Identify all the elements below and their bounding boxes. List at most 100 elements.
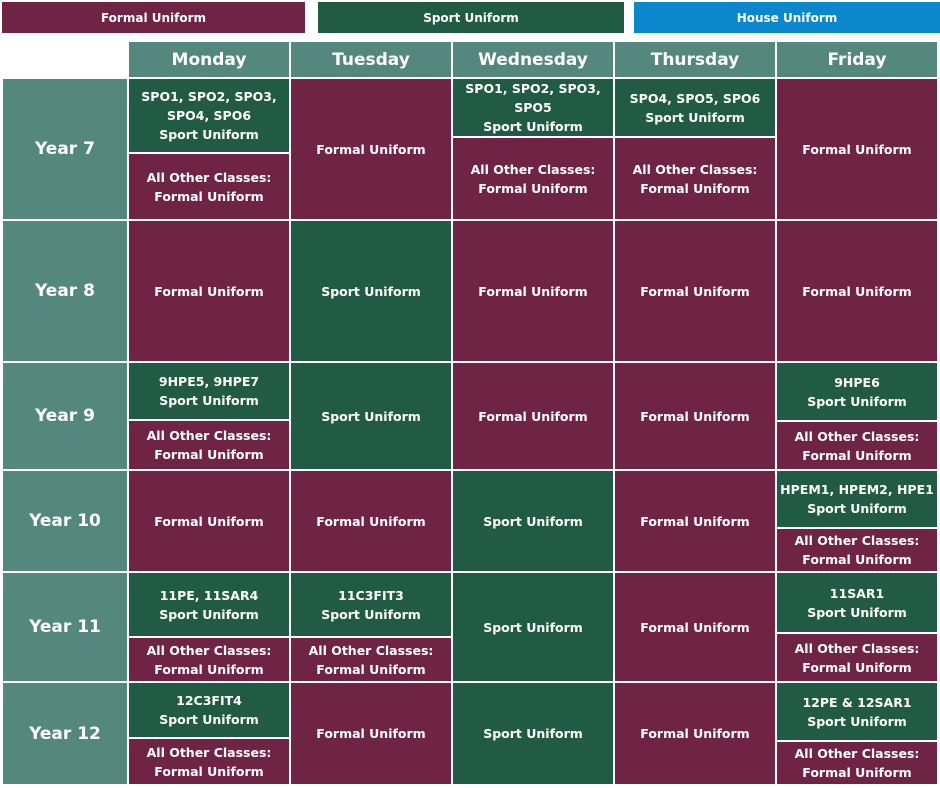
- year-11-wednesday-cell: Sport Uniform: [453, 573, 613, 681]
- year-11-friday-cell-others: All Other Classes: Formal Uniform: [777, 634, 937, 681]
- cell-line: Formal Uniform: [802, 552, 912, 567]
- legend-house-uniform: House Uniform: [634, 2, 940, 33]
- cell-line: All Other Classes:: [146, 169, 272, 185]
- year-12-monday-cell-group: 12C3FIT4 Sport Uniform: [129, 683, 289, 737]
- cell-line: Formal Uniform: [802, 141, 912, 157]
- cell-line: Formal Uniform: [640, 180, 750, 196]
- year-9-monday-cell-group: 9HPE5, 9HPE7 Sport Uniform: [129, 363, 289, 419]
- cell-line: All Other Classes:: [794, 746, 920, 761]
- cell-line: All Other Classes:: [308, 642, 434, 658]
- cell-line: Sport Uniform: [483, 619, 583, 635]
- cell-line: Sport Uniform: [807, 393, 907, 409]
- cell-line: 9HPE5, 9HPE7: [158, 374, 260, 389]
- year-10-friday-cell-group: HPEM1, HPEM2, HPE1 Sport Uniform: [777, 471, 937, 527]
- cell-line: Formal Uniform: [154, 763, 264, 779]
- year-10-friday-cell-others: All Other Classes: Formal Uniform: [777, 529, 937, 571]
- cell-line: Formal Uniform: [154, 188, 264, 204]
- cell-line: SPO4, SPO5, SPO6: [629, 90, 761, 106]
- year-11-tuesday-cell-others: All Other Classes: Formal Uniform: [291, 638, 451, 681]
- year-12-friday-cell-others: All Other Classes: Formal Uniform: [777, 742, 937, 784]
- row-header-year-8: Year 8: [3, 221, 127, 361]
- year-7-monday-cell-group: SPO1, SPO2, SPO3, SPO4, SPO6 Sport Uniform: [129, 79, 289, 152]
- year-9-monday-cell-others: All Other Classes: Formal Uniform: [129, 421, 289, 469]
- year-11-thursday-cell: Formal Uniform: [615, 573, 775, 681]
- cell-line: Formal Uniform: [478, 408, 588, 424]
- cell-line: 11C3FIT3: [338, 587, 404, 603]
- cell-line: Sport Uniform: [159, 127, 259, 142]
- year-7-monday-cell-others: All Other Classes: Formal Uniform: [129, 154, 289, 219]
- cell-line: Formal Uniform: [802, 659, 912, 675]
- row-header-year-12: Year 12: [3, 683, 127, 784]
- year-9-thursday-cell: Formal Uniform: [615, 363, 775, 469]
- cell-line: Formal Uniform: [802, 447, 912, 463]
- cell-line: Sport Uniform: [159, 606, 259, 622]
- cell-line: Formal Uniform: [154, 661, 264, 677]
- year-7-wednesday-cell-group: SPO1, SPO2, SPO3, SPO5 Sport Uniform: [453, 79, 613, 136]
- cell-line: Formal Uniform: [316, 141, 426, 157]
- cell-line: Sport Uniform: [159, 712, 259, 727]
- year-11-monday-cell-group: 11PE, 11SAR4 Sport Uniform: [129, 573, 289, 636]
- year-10-thursday-cell: Formal Uniform: [615, 471, 775, 571]
- cell-line: Sport Uniform: [807, 604, 907, 620]
- year-7-friday-cell: Formal Uniform: [777, 79, 937, 219]
- row-header-year-9: Year 9: [3, 363, 127, 469]
- cell-line: All Other Classes:: [632, 161, 758, 177]
- cell-line: SPO4, SPO6: [166, 108, 252, 123]
- cell-line: SPO1, SPO2, SPO3, SPO5: [465, 81, 601, 115]
- cell-line: Formal Uniform: [478, 180, 588, 196]
- year-9-friday-cell-others: All Other Classes: Formal Uniform: [777, 422, 937, 469]
- cell-line: Formal Uniform: [154, 283, 264, 299]
- year-11-tuesday-cell-group: 11C3FIT3 Sport Uniform: [291, 573, 451, 636]
- year-12-tuesday-cell: Formal Uniform: [291, 683, 451, 784]
- cell-line: Formal Uniform: [154, 447, 264, 462]
- legend-formal-uniform: Formal Uniform: [2, 2, 305, 33]
- cell-line: 12PE & 12SAR1: [802, 694, 912, 710]
- year-8-friday-cell: Formal Uniform: [777, 221, 937, 361]
- cell-line: SPO1, SPO2, SPO3,: [141, 89, 277, 104]
- day-header-thursday: Thursday: [615, 42, 775, 77]
- year-7-thursday-cell-group: SPO4, SPO5, SPO6 Sport Uniform: [615, 79, 775, 136]
- year-12-wednesday-cell: Sport Uniform: [453, 683, 613, 784]
- year-9-tuesday-cell: Sport Uniform: [291, 363, 451, 469]
- year-9-wednesday-cell: Formal Uniform: [453, 363, 613, 469]
- cell-line: Formal Uniform: [316, 726, 426, 741]
- row-header-year-7: Year 7: [3, 79, 127, 219]
- year-8-thursday-cell: Formal Uniform: [615, 221, 775, 361]
- year-12-friday-cell-group: 12PE & 12SAR1 Sport Uniform: [777, 683, 937, 740]
- year-9-friday-cell-group: 9HPE6 Sport Uniform: [777, 363, 937, 420]
- cell-line: Formal Uniform: [802, 283, 912, 299]
- year-10-monday-cell: Formal Uniform: [129, 471, 289, 571]
- cell-line: Formal Uniform: [316, 513, 426, 529]
- cell-line: 12C3FIT4: [176, 693, 242, 708]
- cell-line: 11SAR1: [829, 585, 885, 601]
- cell-line: Formal Uniform: [640, 619, 750, 635]
- cell-line: HPEM1, HPEM2, HPE1: [780, 482, 934, 497]
- year-12-thursday-cell: Formal Uniform: [615, 683, 775, 784]
- cell-line: 11PE, 11SAR4: [159, 587, 259, 603]
- row-header-year-10: Year 10: [3, 471, 127, 571]
- cell-line: Formal Uniform: [640, 726, 750, 741]
- cell-line: Sport Uniform: [807, 501, 907, 516]
- cell-line: Formal Uniform: [640, 513, 750, 529]
- cell-line: Sport Uniform: [483, 513, 583, 529]
- row-header-year-11: Year 11: [3, 573, 127, 681]
- cell-line: All Other Classes:: [146, 744, 272, 760]
- cell-line: Sport Uniform: [807, 713, 907, 729]
- cell-line: Sport Uniform: [321, 408, 421, 424]
- year-7-thursday-cell-others: All Other Classes: Formal Uniform: [615, 138, 775, 219]
- cell-line: All Other Classes:: [470, 161, 596, 177]
- year-12-monday-cell-others: All Other Classes: Formal Uniform: [129, 739, 289, 784]
- cell-line: Sport Uniform: [321, 283, 421, 299]
- year-8-wednesday-cell: Formal Uniform: [453, 221, 613, 361]
- cell-line: Sport Uniform: [483, 119, 583, 134]
- day-header-tuesday: Tuesday: [291, 42, 451, 77]
- cell-line: Sport Uniform: [321, 606, 421, 622]
- year-7-wednesday-cell-others: All Other Classes: Formal Uniform: [453, 138, 613, 219]
- cell-line: All Other Classes:: [794, 640, 920, 656]
- year-8-monday-cell: Formal Uniform: [129, 221, 289, 361]
- cell-line: All Other Classes:: [794, 533, 920, 548]
- cell-line: Sport Uniform: [645, 109, 745, 125]
- cell-line: All Other Classes:: [794, 428, 920, 444]
- cell-line: Formal Uniform: [478, 283, 588, 299]
- day-header-wednesday: Wednesday: [453, 42, 613, 77]
